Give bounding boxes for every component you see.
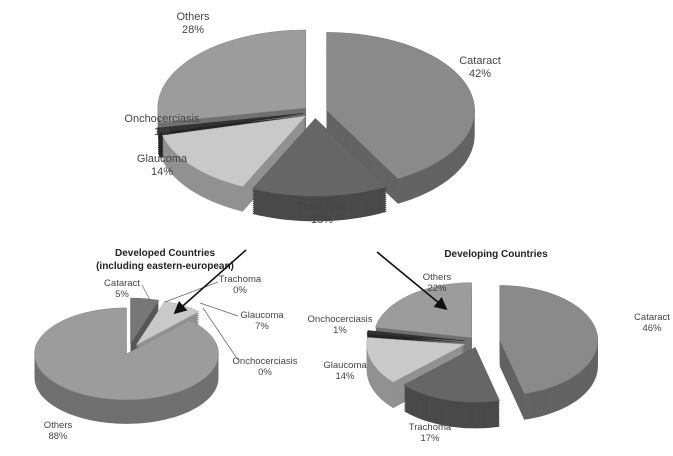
slice-label-name: Trachoma [409,422,452,433]
leader-line [141,284,151,301]
pie-slice-trachoma [251,117,388,222]
slice-label-name: Others [44,420,73,431]
arrow-annotation-developing [376,251,448,311]
leader-line [164,281,219,303]
slice-label-value: 28% [182,24,204,36]
slice-top [366,330,465,342]
slice-top [375,282,472,338]
slice-label-name: Trachoma [297,201,347,213]
slice-label-value: 88% [48,431,68,442]
slice-label-name: Others [176,11,210,23]
slice-label-name: Onchocerciasis [308,314,373,325]
slice-label-value: 1% [154,126,170,138]
slice-label-value: 42% [469,68,491,80]
slice-label-value: 5% [115,289,129,300]
slice-label-name: Onchocerciasis [233,356,298,367]
slice-label-value: 14% [151,166,173,178]
leader-line [199,302,239,317]
slice-label-name: Onchocerciasis [124,113,200,125]
slice-label-value: 15% [311,214,333,226]
slice-label-value: 17% [420,433,440,444]
slice-top [366,337,466,383]
slice-label-value: 0% [233,285,247,296]
slice-label-name: Cataract [459,55,501,67]
developed-subtitle: (including eastern-european) [96,261,234,272]
leader-line [202,307,239,361]
slice-label-value: 22% [427,283,447,294]
slice-label-name: Glaucoma [240,310,284,321]
slice-top [162,115,307,187]
slice-side [157,114,304,134]
pie-slice-cataract [326,32,475,204]
slice-label-value: 14% [335,371,355,382]
arrow-annotation-developed [173,249,247,315]
slice-top [403,347,500,403]
developed-title: Developed Countries [115,248,215,259]
developing-title: Developing Countries [444,249,548,260]
slice-label-value: 1% [333,325,347,336]
slice-top [157,113,304,134]
slice-top [326,32,475,180]
slice-top [251,117,388,197]
pie-slice-others [34,307,219,424]
slice-label-name: Others [423,272,452,283]
pie-slice-glaucoma [162,115,307,212]
slice-label-value: 7% [255,321,269,332]
pie-chart-2: Cataract5%Trachoma0%Glaucoma7%Onchocerci… [34,274,298,442]
slice-label-name: Glaucoma [137,153,188,165]
slice-top [130,297,160,345]
slice-label-value: 46% [642,323,662,334]
slice-label-name: Cataract [104,278,140,289]
slice-top [499,285,599,394]
slice-label-value: 0% [258,367,272,378]
slice-top [157,29,307,123]
slice-label-name: Cataract [634,312,670,323]
pie-slice-trachoma [403,347,500,429]
slice-label-name: Glaucoma [323,360,367,371]
pie-slice-cataract [499,285,599,420]
slice-top [34,307,219,401]
slice-label-name: Trachoma [219,274,262,285]
